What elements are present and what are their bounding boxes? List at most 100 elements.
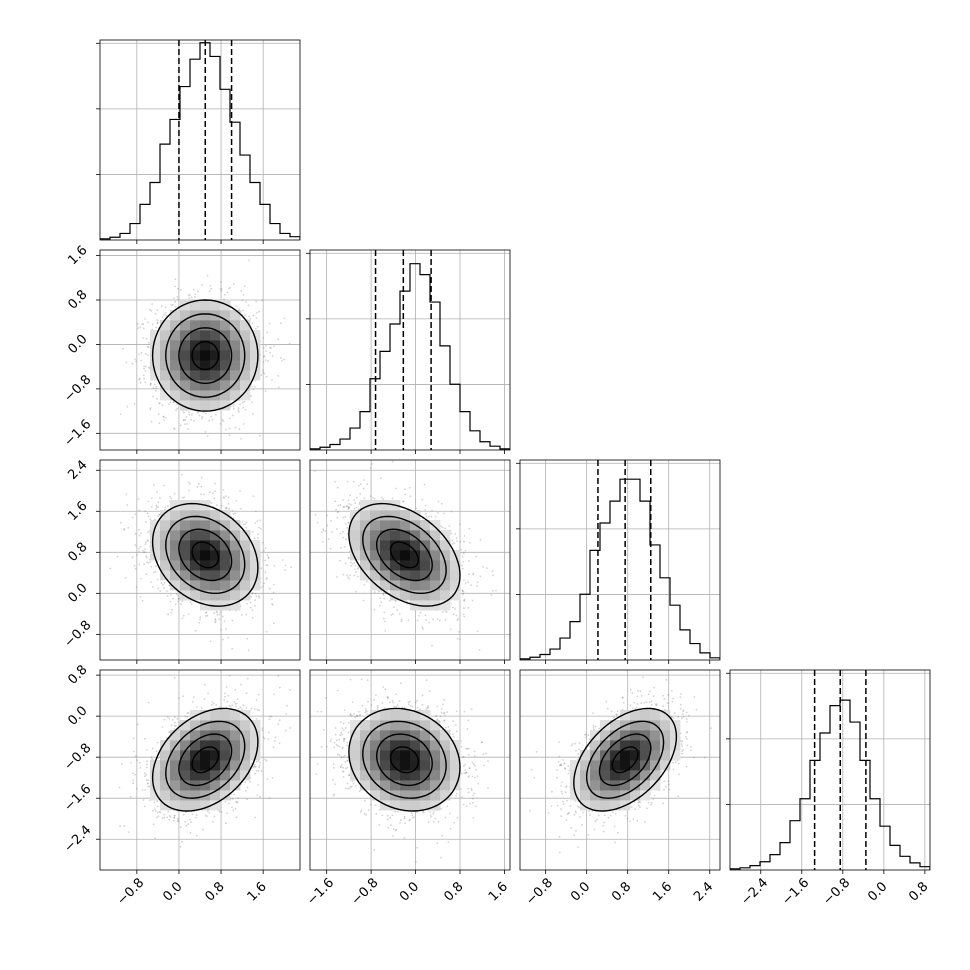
y-tick-label: 2.4 [65,458,90,483]
sample-point [159,497,161,499]
sample-point [194,293,197,296]
sample-point [208,491,211,494]
density-bin [160,570,171,581]
sample-point [134,513,137,516]
sample-point [223,620,226,623]
sample-point [215,611,218,613]
sample-point [224,294,226,296]
sample-point [228,434,231,437]
sample-point [170,303,173,306]
density-bin [250,570,261,581]
sample-point [169,600,172,603]
density-bin [170,520,181,531]
sample-point [149,407,152,409]
sample-point [269,346,271,349]
sample-point [187,428,189,430]
sample-point [155,565,157,567]
sample-point [145,555,148,558]
density-bin [250,330,261,341]
sample-point [259,519,261,522]
density-bin [220,400,231,411]
sample-point [359,493,362,495]
sample-point [222,638,225,641]
sample-point [149,561,152,563]
sample-point [122,347,124,350]
sample-point [158,422,161,425]
density-bin [230,570,241,581]
density-bin [220,330,231,341]
density-bin [150,330,161,341]
sample-point [164,306,167,309]
sample-point [177,598,180,601]
sample-point [175,593,178,596]
sample-point [131,556,134,559]
sample-point [188,294,191,297]
sample-point [261,299,263,302]
sample-point [229,286,231,289]
sample-point [109,567,112,570]
sample-point [242,523,245,526]
sample-point [161,404,164,407]
density-bin [180,320,191,331]
sample-point [176,403,179,406]
density-bin [190,560,201,571]
sample-point [241,520,244,523]
sample-point [267,557,270,560]
sample-point [151,303,154,305]
sample-point [270,347,272,349]
sample-point [182,419,185,422]
density-bin [200,310,211,321]
sample-point [155,504,158,507]
sample-point [355,506,358,509]
sample-point [168,316,171,318]
density-bin [250,360,261,371]
sample-point [173,428,176,430]
sample-point [264,390,267,392]
sample-point [151,497,153,499]
sample-point [256,311,258,314]
sample-point [264,345,267,347]
sample-point [253,537,256,539]
sample-point [260,586,262,589]
sample-point [254,510,257,513]
sample-point [157,515,160,517]
sample-point [342,506,345,508]
sample-point [267,556,270,559]
sample-point [152,395,155,398]
density-bin [180,500,191,511]
sample-point [147,540,149,542]
density-bin [220,310,231,321]
sample-point [146,539,149,541]
density-bin [170,560,181,571]
sample-point [116,555,119,558]
sample-point [181,617,184,620]
sample-point [227,287,230,290]
sample-point [138,353,140,356]
sample-point [247,649,250,652]
sample-point [169,594,172,596]
y-tick-label: 0.0 [65,581,90,606]
panel-frame [99,249,301,451]
sample-point [219,611,222,613]
sample-point [249,606,252,609]
sample-point [245,613,248,616]
sample-point [136,323,139,325]
density-bin [170,380,181,391]
sample-point [183,423,186,425]
sample-point [168,584,171,587]
sample-point [150,383,152,385]
sample-point [205,611,208,614]
density-bin [240,330,251,341]
sample-point [373,591,376,593]
density-bin [180,340,191,351]
sample-point [142,327,145,330]
sample-point [265,630,268,633]
density-bin [220,370,231,381]
sample-point [146,512,149,515]
sample-point [206,435,209,437]
sample-point [226,291,229,294]
sample-point [220,504,223,507]
sample-point [258,310,260,313]
sample-point [251,413,254,415]
